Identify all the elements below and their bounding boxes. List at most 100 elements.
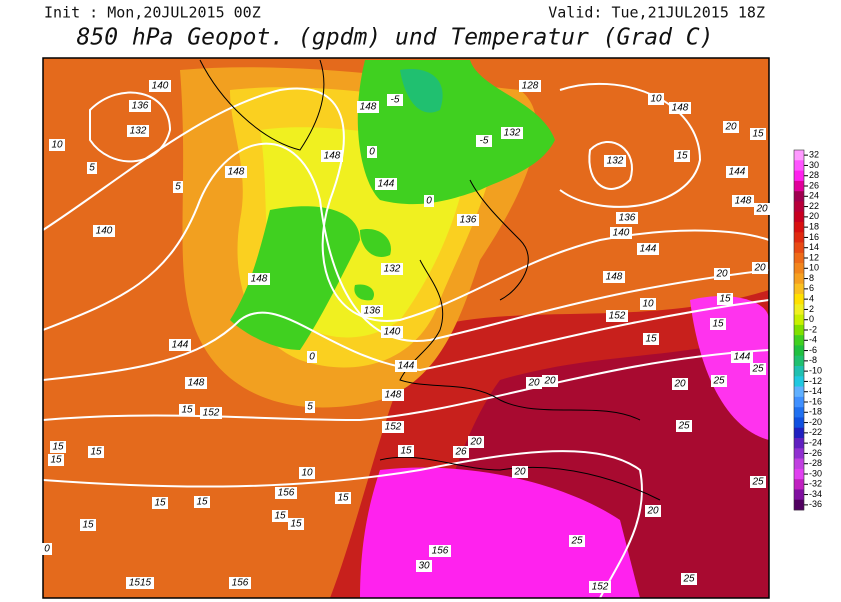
contour-label-box — [48, 454, 64, 466]
colorbar-label: 8 — [809, 273, 814, 283]
contour-label: 1515 — [129, 578, 152, 589]
contour-label-box — [424, 195, 434, 207]
contour-label-box — [637, 243, 659, 255]
contour-label: 25 — [677, 421, 690, 432]
contour-label: 15 — [712, 319, 724, 330]
contour-label-box — [80, 519, 96, 531]
contour-label: 144 — [172, 340, 189, 351]
colorbar-label: -8 — [809, 355, 817, 365]
contour-label: 15 — [154, 498, 166, 509]
contour-label-box — [711, 375, 727, 387]
contour-label-box — [453, 446, 469, 458]
contour-label: 25 — [570, 536, 583, 547]
contour-label: 10 — [51, 140, 63, 151]
colorbar-bin — [794, 191, 804, 202]
colorbar-label: -32 — [809, 479, 822, 489]
contour-label: 148 — [606, 272, 623, 283]
contour-label-box — [610, 227, 632, 239]
contour-label-box — [129, 100, 151, 112]
contour-label: 148 — [324, 151, 341, 162]
map-title: 850 hPa Geopot. (gpdm) und Temperatur (G… — [77, 25, 714, 51]
contour-label-box — [476, 135, 492, 147]
contour-label: 20 — [755, 204, 768, 215]
colorbar-bin — [794, 407, 804, 418]
contour-label: 0 — [369, 147, 375, 158]
contour-label-box — [185, 377, 207, 389]
contour-label: 15 — [52, 442, 64, 453]
contour-label: 152 — [609, 311, 626, 322]
contour-label-box — [375, 178, 397, 190]
contour-label-box — [606, 310, 628, 322]
contour-label: 5 — [175, 182, 181, 193]
colorbar-label: 10 — [809, 263, 819, 273]
contour-label: 15 — [645, 334, 657, 345]
colorbar-label: 20 — [809, 211, 819, 221]
contour-label: 140 — [152, 81, 169, 92]
contour-label-box — [357, 101, 379, 113]
contour-label-box — [299, 467, 315, 479]
contour-label-box — [750, 128, 766, 140]
contour-label: 132 — [607, 156, 624, 167]
contour-label-box — [672, 378, 688, 390]
colorbar-bin — [794, 366, 804, 377]
colorbar-bin — [794, 273, 804, 285]
colorbar-bin — [794, 304, 804, 315]
contour-label-box — [681, 573, 697, 585]
contour-label: 148 — [735, 196, 752, 207]
contour-label-box — [248, 273, 270, 285]
contour-label: 0 — [426, 196, 432, 207]
colorbar-bin — [794, 170, 804, 182]
colorbar-label: 16 — [809, 232, 819, 242]
colorbar-bin — [794, 324, 804, 336]
colorbar-label: -26 — [809, 448, 822, 458]
map-field — [43, 58, 769, 598]
valid-time: Valid: Tue,21JUL2015 18Z — [548, 4, 765, 22]
contour-label-box — [169, 339, 191, 351]
contour-label-box — [569, 535, 585, 547]
contour-label-box — [519, 80, 541, 92]
colorbar-label: 26 — [809, 180, 819, 190]
contour-label-box — [714, 268, 730, 280]
colorbar-bin — [794, 468, 804, 480]
contour-label-box — [225, 166, 247, 178]
colorbar-bin — [794, 489, 804, 501]
colorbar-bin — [794, 417, 804, 429]
colorbar-label: -14 — [809, 386, 822, 396]
contour-label-box — [387, 94, 403, 106]
coastlines — [199, 59, 661, 501]
contour-label: 15 — [337, 493, 349, 504]
colorbar-label: -36 — [809, 499, 822, 509]
map-frame — [42, 57, 770, 599]
contour-label-box — [640, 298, 656, 310]
colorbar-label: 12 — [809, 252, 819, 262]
contour-label: 10 — [642, 299, 654, 310]
contour-label-box — [382, 421, 404, 433]
contour-label-box — [732, 195, 754, 207]
colorbar-bin — [794, 355, 804, 367]
colorbar-label: -16 — [809, 396, 822, 406]
contour-label-box — [149, 80, 171, 92]
contour-label: 20 — [469, 437, 482, 448]
contour-label: 140 — [384, 327, 401, 338]
contour-label: 156 — [278, 488, 295, 499]
contour-label-box — [288, 518, 304, 530]
contour-label: 136 — [619, 213, 636, 224]
contour-label: 152 — [203, 408, 220, 419]
contour-label: 136 — [364, 306, 381, 317]
contour-label-box — [526, 377, 542, 389]
colorbar-bin — [794, 386, 804, 398]
colorbar-label: 18 — [809, 222, 819, 232]
colorbar-bin — [794, 479, 804, 490]
contour-label-box — [616, 212, 638, 224]
contour-label: 0 — [44, 544, 50, 555]
contour-label-box — [750, 363, 766, 375]
colorbar-bin — [794, 180, 804, 192]
contour-label: 15 — [196, 497, 208, 508]
colorbar-bin — [794, 458, 804, 470]
contour-label: 144 — [729, 167, 746, 178]
contour-label-box — [275, 487, 297, 499]
contour-label: 20 — [646, 506, 659, 517]
contour-label-box — [194, 496, 210, 508]
colorbar-frame — [793, 149, 805, 511]
